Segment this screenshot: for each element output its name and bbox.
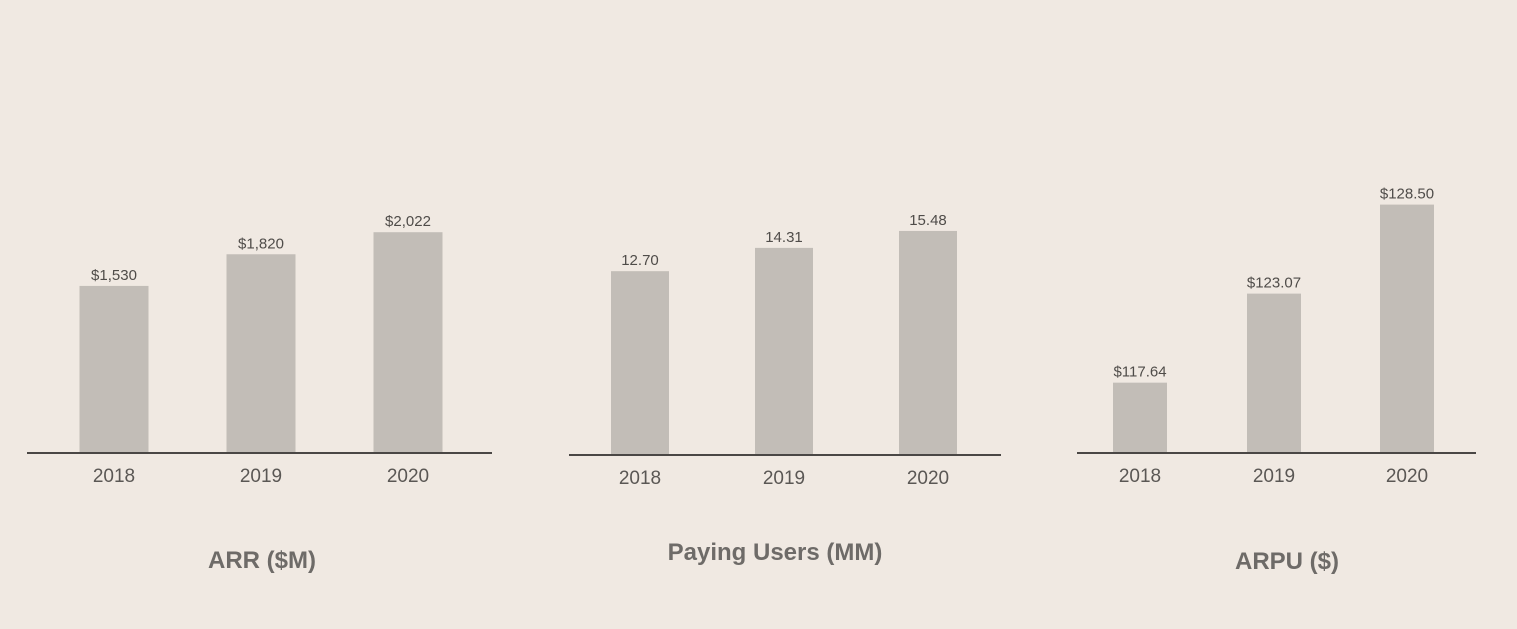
data-label-arr-2020: $2,022	[385, 213, 431, 230]
data-label-paying-users-2018: 12.70	[621, 252, 659, 269]
chart-arr: $1,530 2018 $1,820 2019 $2,022 2020 ARR ($M)	[27, 213, 492, 574]
tick-label-paying-users-2019: 2019	[763, 468, 805, 489]
data-label-paying-users-2019: 14.31	[765, 229, 803, 246]
tick-label-arr-2019: 2019	[240, 466, 282, 487]
data-label-arpu-2020: $128.50	[1380, 186, 1434, 203]
chart-title-arr: ARR ($M)	[208, 547, 316, 574]
tick-label-arpu-2020: 2020	[1386, 466, 1428, 487]
bar-arpu-2020	[1380, 204, 1434, 453]
bar-arr-2019	[226, 254, 296, 453]
data-label-paying-users-2020: 15.48	[909, 212, 947, 229]
tick-label-paying-users-2018: 2018	[619, 468, 661, 489]
chart-title-paying-users: Paying Users (MM)	[668, 539, 883, 566]
chart-title-arpu: ARPU ($)	[1235, 548, 1339, 575]
data-label-arpu-2019: $123.07	[1247, 275, 1301, 292]
bar-arpu-2018	[1113, 382, 1167, 453]
data-label-arr-2018: $1,530	[91, 267, 137, 284]
tick-label-paying-users-2020: 2020	[907, 468, 949, 489]
bar-arr-2018	[79, 285, 149, 453]
bar-paying-users-2019	[755, 247, 813, 455]
bar-arpu-2019	[1247, 293, 1301, 453]
chart-arpu: $117.64 2018 $123.07 2019 $128.50 2020 ARPU ($…	[1077, 186, 1476, 575]
bar-paying-users-2018	[611, 271, 669, 455]
chart-paying-users: 12.70 2018 14.31 2019 15.48 2020 Paying Users …	[569, 212, 1001, 566]
tick-label-arr-2020: 2020	[387, 466, 429, 487]
data-label-arpu-2018: $117.64	[1113, 364, 1166, 381]
data-label-arr-2019: $1,820	[238, 235, 284, 252]
tick-label-arpu-2019: 2019	[1253, 466, 1295, 487]
tick-label-arpu-2018: 2018	[1119, 466, 1161, 487]
bar-arr-2020	[373, 232, 443, 453]
bar-paying-users-2020	[899, 230, 957, 455]
tick-label-arr-2018: 2018	[93, 466, 135, 487]
